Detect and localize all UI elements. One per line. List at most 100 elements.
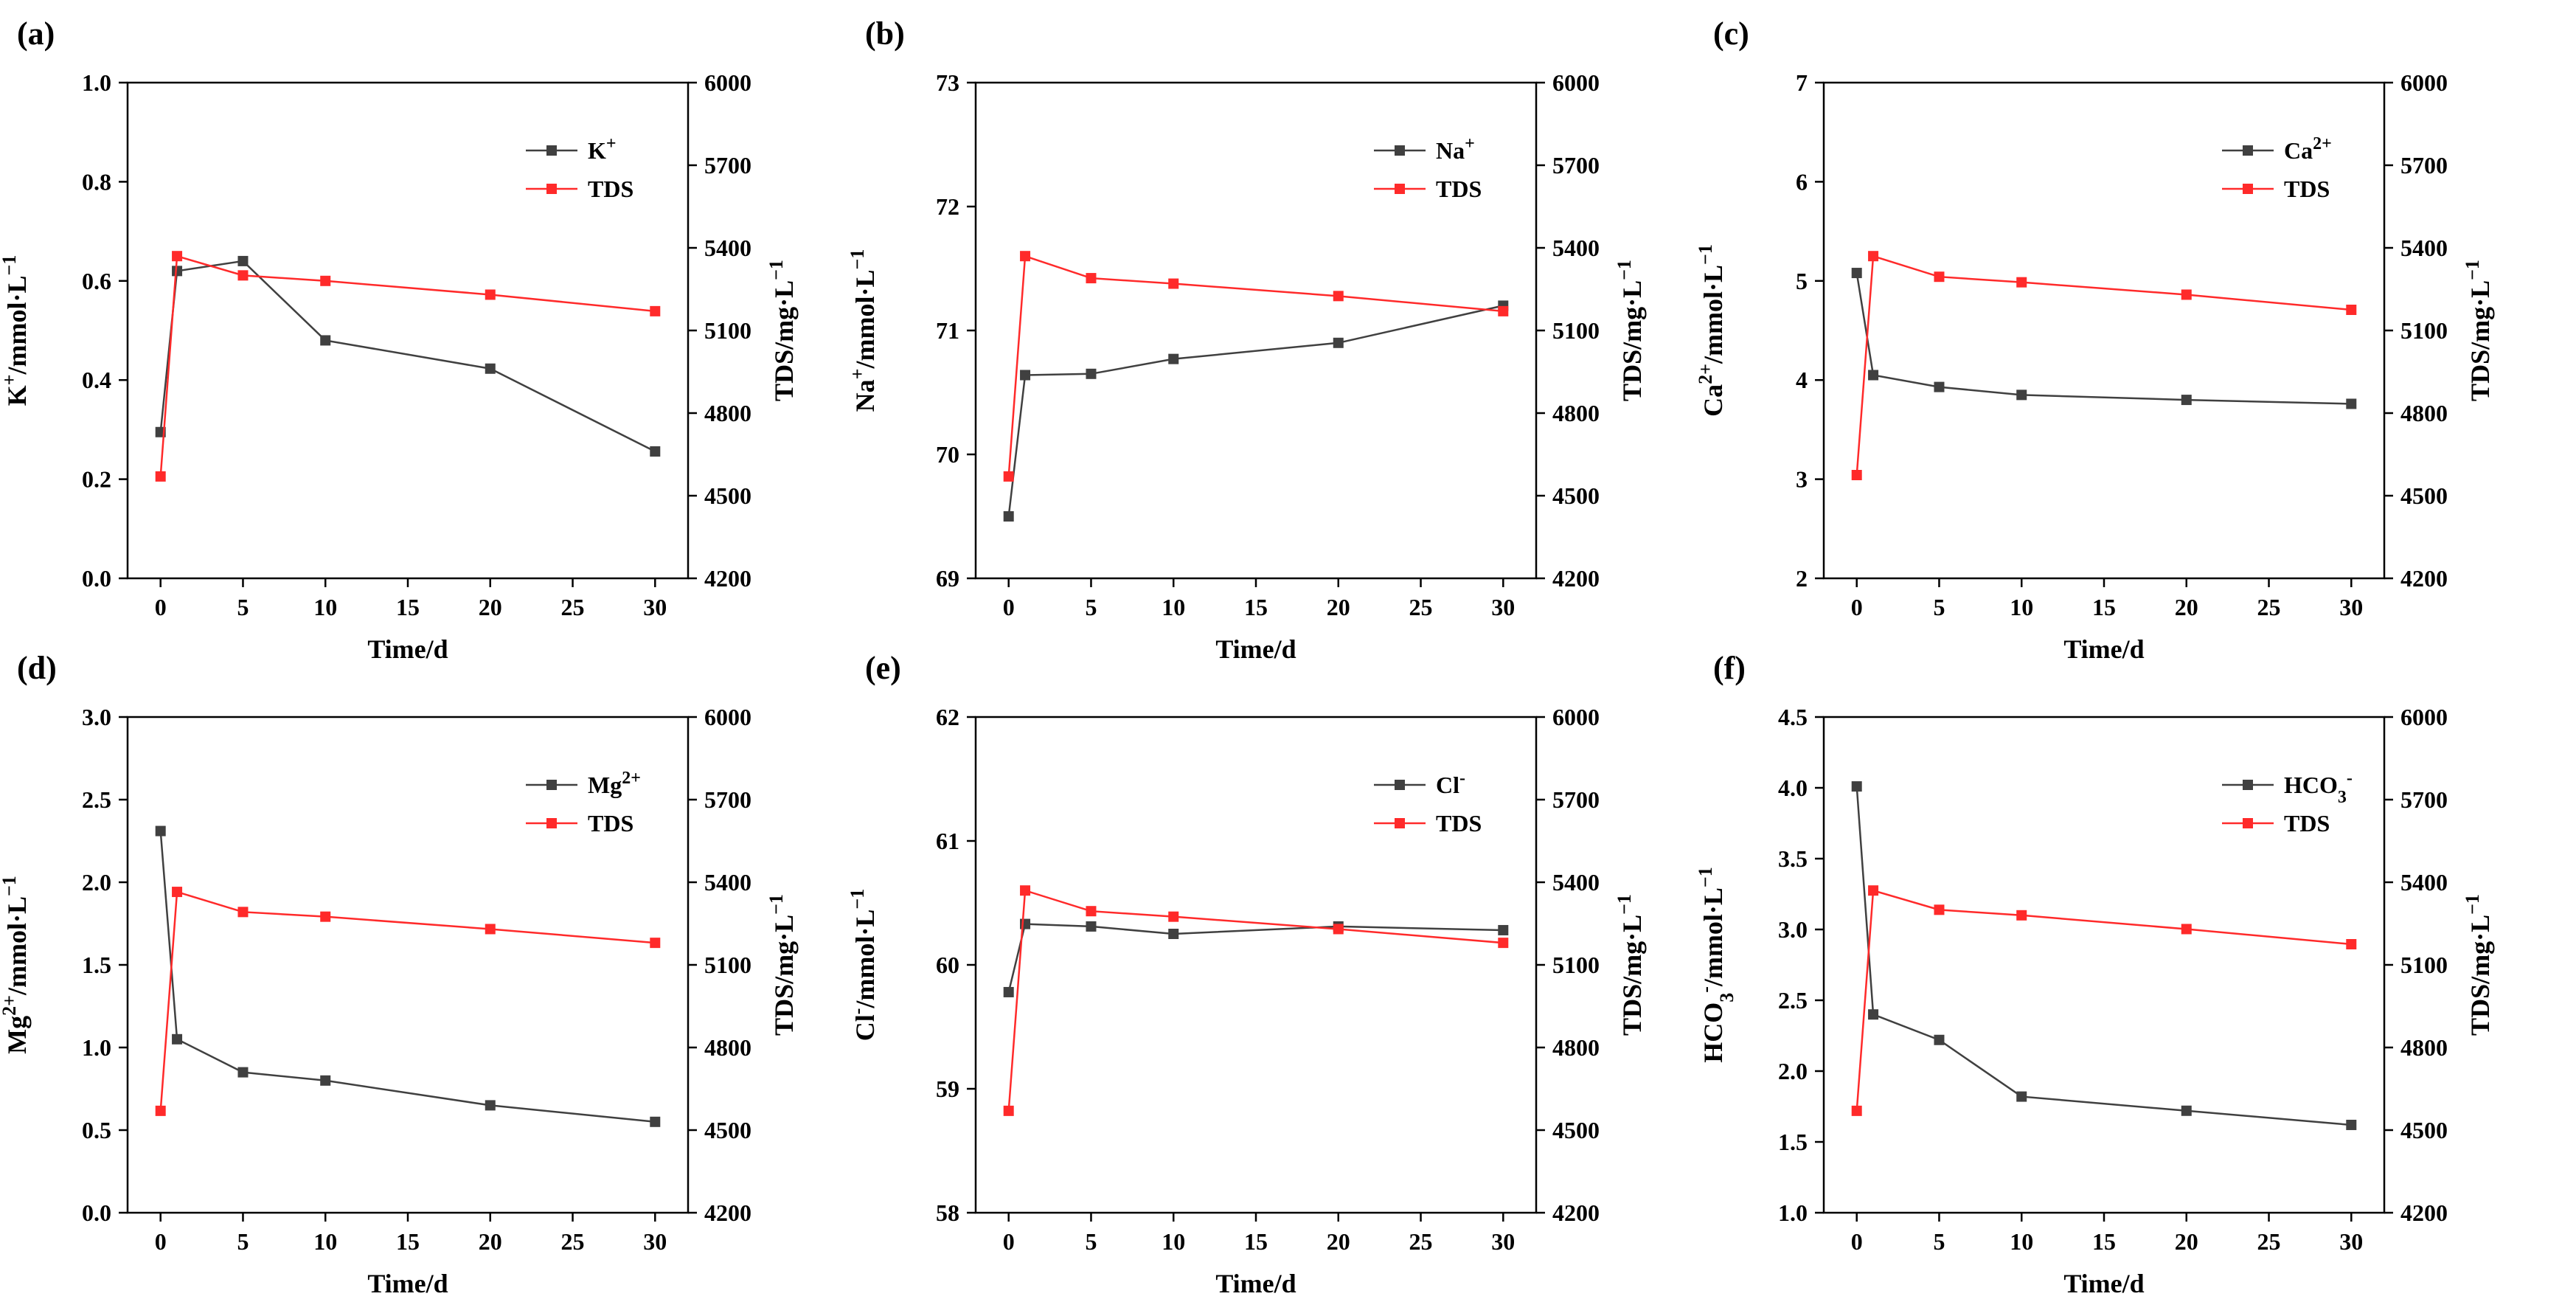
y-axis-title: HCO3-/mmol·L−1	[1695, 867, 1737, 1063]
y2-axis-title: TDS/mg·L−1	[1614, 894, 1648, 1036]
y-tick-label: 3	[1796, 466, 1808, 493]
data-point	[650, 446, 661, 457]
y2-tick-label: 5100	[2400, 952, 2448, 978]
data-point	[1020, 370, 1031, 381]
y2-tick-label: 6000	[2400, 704, 2448, 730]
data-point	[1851, 470, 1862, 480]
y2-tick-label: 4800	[704, 400, 751, 426]
x-tick-label: 15	[2092, 594, 2116, 620]
legend-label: TDS	[1436, 810, 1482, 837]
chart-panel: (a) 0 5 10 15 20 25 30 0.0 0.2 0.4 0.6 0.8 1.0 4200 450…	[0, 15, 799, 664]
x-tick-label: 20	[2175, 594, 2198, 620]
series-line	[1007, 254, 1504, 477]
y2-tick-label: 4200	[1552, 565, 1600, 592]
x-tick-label: 30	[1491, 1228, 1515, 1255]
chart-panel: (b) 0 5 10 15 20 25 30 69 70 71 72 73 4200 4500 4800 510…	[847, 15, 1648, 664]
y2-tick-label: 5700	[2400, 786, 2448, 813]
x-tick-label: 30	[643, 1228, 667, 1255]
y-axis-title: Ca2+/mmol·L−1	[1695, 244, 1729, 417]
data-point	[1868, 251, 1879, 262]
data-point	[320, 275, 331, 286]
y-tick-label: 2.0	[82, 869, 111, 896]
y-tick-label: 1.5	[82, 952, 111, 978]
y2-tick-label: 5100	[1552, 952, 1600, 978]
x-tick-label: 15	[396, 1228, 420, 1255]
y2-tick-label: 5400	[704, 235, 751, 261]
x-tick-label: 10	[2010, 594, 2033, 620]
data-point	[1868, 885, 1879, 896]
data-point	[237, 255, 249, 266]
y2-tick-label: 4200	[704, 565, 751, 592]
data-point	[1851, 781, 1862, 792]
data-point	[485, 1100, 496, 1111]
y-tick-label: 1.0	[1778, 1199, 1808, 1226]
y-axis-title: Mg2+/mmol·L−1	[0, 876, 32, 1054]
y-tick-label: 4.0	[1778, 775, 1808, 801]
data-point	[1020, 251, 1031, 262]
y2-tick-label: 6000	[704, 69, 751, 96]
data-point	[1168, 929, 1179, 939]
y2-tick-label: 5100	[704, 317, 751, 344]
chart-panel: (e) 0 5 10 15 20 25 30 58 59 60 61 62 4200 4500 4800 510…	[847, 650, 1648, 1298]
y2-axis-title: TDS/mg·L−1	[765, 260, 799, 401]
y-tick-label: 69	[936, 565, 959, 592]
y-tick-label: 2.0	[1778, 1058, 1808, 1084]
y-tick-label: 59	[936, 1076, 959, 1102]
data-point	[2346, 398, 2357, 409]
x-tick-label: 10	[313, 594, 337, 620]
y2-tick-label: 5700	[704, 786, 751, 813]
y2-tick-label: 4500	[704, 1117, 751, 1143]
y-tick-label: 72	[936, 193, 959, 220]
x-tick-label: 15	[1244, 594, 1268, 620]
x-tick-label: 5	[1085, 1228, 1097, 1255]
y-tick-label: 4.5	[1778, 704, 1808, 730]
legend-label: TDS	[2284, 810, 2330, 837]
data-point	[1003, 471, 1014, 482]
data-point	[237, 1067, 249, 1078]
y-tick-label: 0.2	[82, 466, 111, 493]
y2-tick-label: 4500	[704, 482, 751, 509]
data-point	[2346, 939, 2357, 949]
series-line	[1007, 923, 1504, 993]
data-point	[2016, 1091, 2027, 1102]
y2-tick-label: 6000	[2400, 69, 2448, 96]
data-point	[1934, 1034, 1945, 1045]
data-point	[2016, 277, 2027, 288]
x-tick-label: 25	[2257, 594, 2281, 620]
x-tick-label: 0	[1003, 594, 1015, 620]
y-tick-label: 62	[936, 704, 959, 730]
x-axis-title: Time/d	[367, 1269, 448, 1298]
x-tick-label: 30	[1491, 594, 1515, 620]
x-tick-label: 5	[1933, 594, 1945, 620]
x-tick-label: 20	[479, 594, 502, 620]
data-point	[1498, 305, 1509, 316]
data-point	[155, 1105, 166, 1116]
legend-label: Mg2+	[588, 769, 641, 798]
x-tick-label: 15	[1244, 1228, 1268, 1255]
data-point	[1086, 906, 1097, 917]
data-point	[2181, 1105, 2192, 1116]
legend-label: Na+	[1436, 134, 1475, 164]
x-tick-label: 25	[2257, 1228, 2281, 1255]
legend-marker	[546, 145, 557, 156]
y-tick-label: 2.5	[1778, 987, 1808, 1014]
series-line	[1855, 889, 2352, 1111]
x-tick-label: 25	[1409, 1228, 1433, 1255]
data-point	[1934, 381, 1945, 392]
series-line	[1007, 889, 1504, 1111]
series-line	[1007, 305, 1504, 517]
y-tick-label: 2	[1796, 565, 1808, 592]
y-tick-label: 5	[1796, 268, 1808, 294]
data-point	[1020, 885, 1031, 896]
data-point	[485, 924, 496, 935]
y-tick-label: 71	[936, 317, 959, 344]
data-point	[1333, 337, 1344, 348]
legend-label: Ca2+	[2284, 134, 2332, 164]
y2-tick-label: 4200	[2400, 565, 2448, 592]
data-point	[155, 825, 166, 837]
x-axis-title: Time/d	[1215, 1269, 1296, 1298]
y-tick-label: 0.8	[82, 168, 111, 195]
y-tick-label: 1.0	[82, 69, 111, 96]
x-tick-label: 10	[2010, 1228, 2033, 1255]
x-tick-label: 0	[1851, 594, 1863, 620]
